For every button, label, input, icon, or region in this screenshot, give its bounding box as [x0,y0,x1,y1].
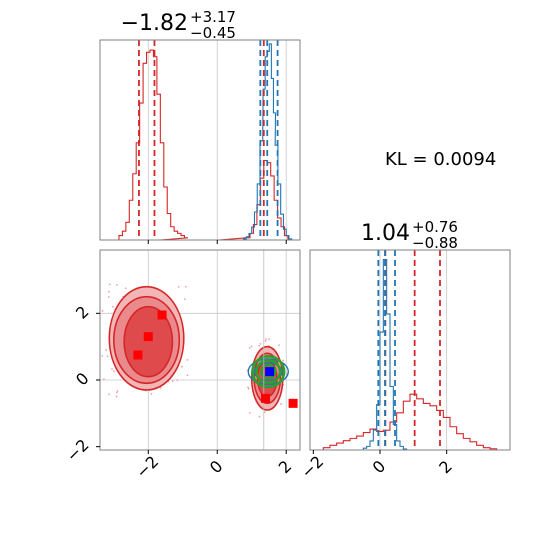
p1-red-hist [118,49,289,241]
param2-title-sup: +0.76 [412,218,458,236]
p4-x-label-2: 2 [435,457,456,478]
scatter-point [101,310,104,312]
param1-title-sub: −0.45 [190,24,236,42]
p3-green-contour-1 [255,359,282,385]
scatter-point [258,344,261,347]
param2-title-sub: −0.88 [412,234,458,252]
scatter-point [101,354,104,357]
p3-x-label-1: 0 [206,457,227,478]
p4-red-hist [322,393,498,450]
scatter-point [150,393,153,395]
param1-title-main: −1.82 [121,11,188,36]
p3-blue-square-0 [265,367,275,377]
scatter-point [177,286,180,288]
scatter-point [107,296,110,298]
scatter-point [108,283,111,286]
scatter-point [105,349,107,351]
p4-frame [309,249,511,451]
kl-label: KL = 0.0094 [385,149,496,170]
scatter-point [282,359,284,362]
scatter-point [116,390,119,392]
scatter-point [247,387,250,390]
scatter-point [103,378,105,381]
p4-x-label-0: −2 [297,452,327,482]
scatter-point [115,391,118,394]
p3-red-square-1 [133,350,143,360]
p3-green-contour-2 [260,363,277,380]
p1-blue-hist [242,43,293,240]
p3-x-label-0: −2 [132,452,162,482]
scatter-point [176,379,179,382]
p3-red-square-2 [157,310,167,320]
p3-red-square-4 [288,398,298,408]
p3-green-contour-0 [251,355,286,389]
scatter-point [186,374,189,377]
scatter-point [185,285,187,288]
scatter-point [183,298,186,301]
scatter-point [159,387,162,389]
scatter-point [249,411,251,414]
p4-x-label-1: 0 [369,457,390,478]
scatter-point [113,370,115,373]
p3-x-label-2: 2 [275,457,296,478]
param1-title-sup: +3.17 [190,8,236,26]
scatter-point [264,340,267,342]
scatter-point [112,305,114,308]
p3-red-square-3 [261,393,271,403]
scatter-point [278,344,281,347]
p3-blue-contour-0 [247,358,289,386]
scatter-point [106,355,109,358]
scatter-point [116,284,118,286]
param1-title: −1.82 [121,11,188,36]
scatter-point [263,411,266,414]
p3-y-label-2: 2 [72,302,93,323]
scatter-point [186,358,189,361]
p3-y-label-0: −2 [62,435,92,465]
p3-y-label-1: 0 [72,369,93,390]
scatter-point [107,290,110,293]
scatter-point [124,287,127,290]
scatter-point [115,395,118,398]
scatter-point [250,345,253,348]
scatter-point [268,338,271,341]
scatter-point [111,368,113,370]
p1-frame [99,39,301,241]
scatter-point [108,393,110,396]
p3-blue-contour-1 [253,362,283,382]
scatter-point [264,338,267,340]
param2-title-main: 1.04 [361,221,410,246]
p3-red-square-0 [143,332,153,342]
scatter-point [258,415,261,418]
scatter-point [280,403,282,405]
scatter-point [248,346,251,349]
scatter-point [181,365,183,368]
p3-frame [99,249,301,451]
scatter-point [171,380,174,383]
scatter-point [259,343,262,345]
scatter-point [247,386,249,389]
p4-blue-hist [362,258,408,450]
